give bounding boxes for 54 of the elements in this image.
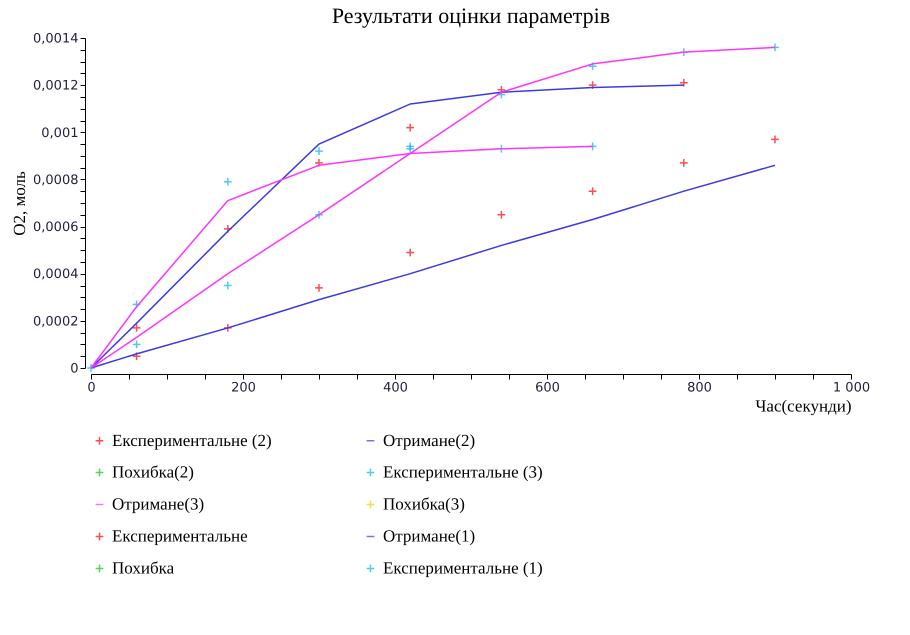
point [132,352,142,361]
x-tick-label: 1 000 [832,380,870,396]
legend-label: Похибка(3) [383,494,465,514]
chart-title: Результати оцінки параметрів [332,3,610,28]
point [406,248,415,258]
legend-label: Експериментальне (3) [383,462,543,482]
point [770,134,780,144]
y-tick-label: 0,001 [41,126,78,141]
y-tick-label: 0,0006 [33,220,78,236]
x-tick-label: 0 [87,380,96,396]
point [132,340,142,350]
y-axis-title: O2, моль [10,170,30,236]
y-tick-label: 0,0014 [33,32,78,46]
point [223,323,232,333]
legend-label: Отримане(2) [383,430,476,450]
y-tick-label: 0,0008 [33,172,78,188]
legend-label: Отримане(3) [112,494,204,514]
point [496,210,506,220]
point [679,78,688,88]
y-tick-label: 0,0004 [33,267,78,282]
point [679,158,688,168]
point [223,280,232,290]
point [314,283,324,292]
legend-label: Експериментальне (2) [112,430,272,450]
point [588,62,598,71]
x-tick-label: 600 [535,380,560,396]
x-tick-label: 800 [687,380,712,396]
x-tick-label: 200 [231,380,256,396]
legend-label: Отримане(1) [383,526,476,546]
legend-label: Експериментальне [112,526,248,546]
point [314,210,324,220]
point [406,122,415,132]
x-tick-label: 400 [383,380,408,396]
legend-label: Похибка [112,558,175,578]
point [588,142,598,152]
point [588,186,598,196]
point [132,300,142,309]
y-tick-label: 0 [70,362,78,376]
point [770,42,780,52]
x-axis-title: Час(секунди) [755,396,852,416]
point [314,146,324,156]
point [406,144,415,154]
point [496,90,506,100]
point [223,224,232,234]
legend-label: Експериментальне (1) [383,558,543,578]
point [86,363,96,373]
legend-label: Похибка(2) [112,462,194,482]
point [588,80,598,90]
point [314,158,324,168]
point [132,323,142,333]
point [223,177,232,186]
point [679,48,688,57]
y-tick-label: 0,0002 [33,314,78,330]
y-tick-label: 0,0012 [33,78,78,94]
